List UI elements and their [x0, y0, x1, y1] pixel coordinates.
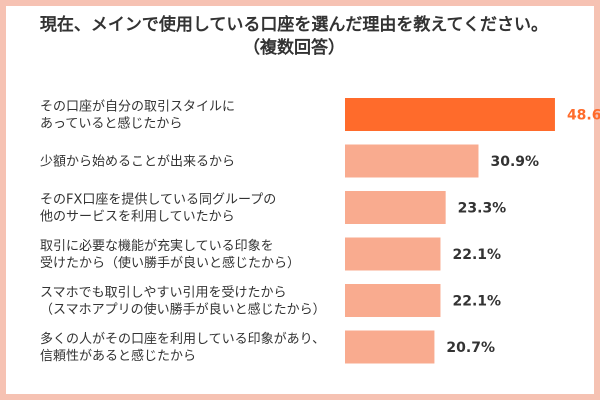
category-label-line: 他のサービスを利用していたから [40, 210, 235, 225]
value-label: 30.9% [490, 154, 539, 170]
bar [345, 144, 479, 178]
title-line-2: （複数回答） [243, 38, 345, 58]
chart-title: 現在、メインで使用している口座を選んだ理由を教えてください。 （複数回答） [0, 14, 588, 60]
bar [345, 98, 555, 131]
category-label-line: スマホでも取引しやすい引用を受けたから [40, 286, 286, 301]
value-label: 20.7% [446, 340, 495, 356]
category-label-line: 多くの人がその口座を利用している印象があり、 [40, 331, 325, 347]
category-label: 多くの人がその口座を利用している印象があり、信頼性があると感じたから [40, 331, 325, 364]
category-label-line: そのFX口座を提供している同グループの [40, 192, 276, 208]
bar [345, 237, 441, 271]
value-label: 22.1% [452, 294, 501, 310]
category-label-line: 少額から始めることが出来るから [40, 155, 235, 170]
title-line-1: 現在、メインで使用している口座を選んだ理由を教えてください。 [39, 15, 549, 35]
category-label-line: 取引に必要な機能が充実している印象を [40, 238, 274, 254]
category-label-line: （スマホアプリの使い勝手が良いと感じたから） [40, 302, 326, 318]
category-label-line: その口座が自分の取引スタイルに [40, 100, 235, 115]
value-label: 48.6% [567, 108, 600, 124]
bar [345, 330, 435, 364]
category-label-line: あっていると感じたから [40, 116, 182, 132]
category-label: スマホでも取引しやすい引用を受けたから（スマホアプリの使い勝手が良いと感じたから… [40, 286, 326, 318]
category-label: 少額から始めることが出来るから [40, 155, 235, 170]
category-label-line: 信頼性があると感じたから [40, 348, 196, 364]
bar [345, 191, 446, 224]
category-label: 取引に必要な機能が充実している印象を受けたから（使い勝手が良いと感じたから） [40, 238, 300, 271]
value-label: 23.3% [458, 201, 507, 217]
category-label: そのFX口座を提供している同グループの他のサービスを利用していたから [40, 192, 276, 225]
category-label-line: 受けたから（使い勝手が良いと感じたから） [40, 255, 300, 271]
value-label: 22.1% [452, 247, 501, 263]
bar [345, 284, 441, 317]
category-label: その口座が自分の取引スタイルにあっていると感じたから [40, 100, 235, 132]
